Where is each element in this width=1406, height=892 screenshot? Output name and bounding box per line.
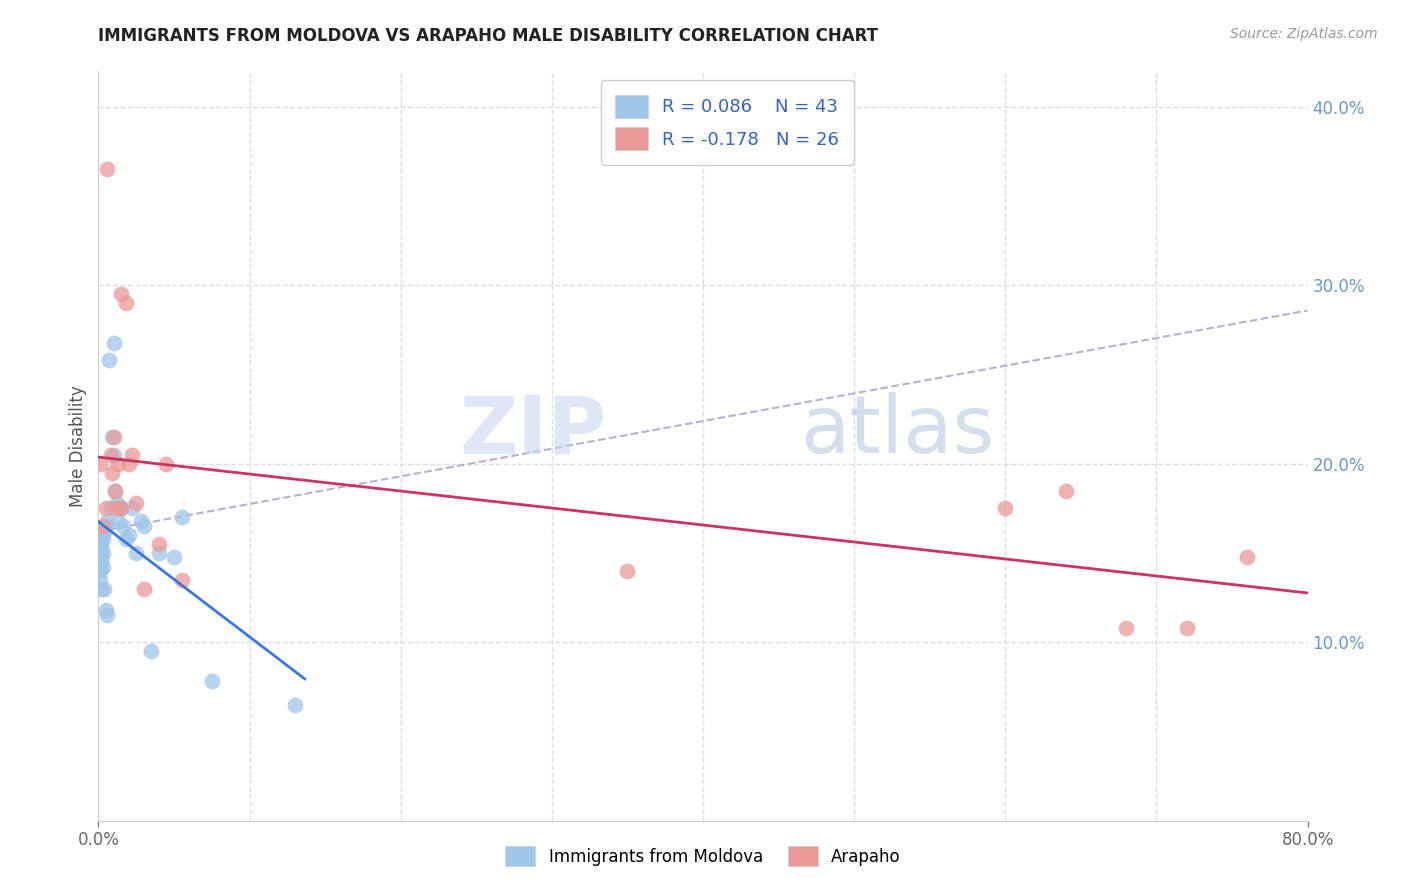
- Point: [170, 510, 193, 524]
- Point: [105, 496, 128, 510]
- Point: [101, 466, 124, 480]
- Point: [201, 674, 224, 689]
- Point: [91, 519, 114, 533]
- Point: [100, 448, 122, 462]
- Text: Source: ZipAtlas.com: Source: ZipAtlas.com: [1230, 27, 1378, 41]
- Point: [132, 519, 155, 533]
- Text: atlas: atlas: [800, 392, 994, 470]
- Point: [104, 483, 127, 498]
- Point: [1175, 621, 1198, 635]
- Text: IMMIGRANTS FROM MOLDOVA VS ARAPAHO MALE DISABILITY CORRELATION CHART: IMMIGRANTS FROM MOLDOVA VS ARAPAHO MALE …: [98, 27, 879, 45]
- Point: [111, 519, 134, 533]
- Point: [125, 496, 148, 510]
- Point: [91, 560, 114, 574]
- Point: [110, 501, 132, 516]
- Point: [170, 573, 193, 587]
- Point: [90, 532, 112, 546]
- Point: [103, 448, 125, 462]
- Point: [98, 353, 121, 368]
- Point: [1236, 549, 1258, 564]
- Point: [284, 698, 307, 712]
- Point: [100, 501, 122, 516]
- Point: [89, 564, 111, 578]
- Point: [107, 457, 129, 471]
- Point: [104, 483, 127, 498]
- Point: [148, 546, 170, 560]
- Point: [994, 501, 1017, 516]
- Point: [90, 582, 112, 596]
- Point: [132, 582, 155, 596]
- Point: [89, 573, 111, 587]
- Point: [110, 287, 132, 301]
- Point: [105, 501, 128, 516]
- Point: [1054, 483, 1077, 498]
- Point: [89, 555, 111, 569]
- Point: [91, 532, 114, 546]
- Point: [94, 501, 117, 516]
- Point: [125, 546, 148, 560]
- Point: [114, 296, 136, 310]
- Point: [94, 519, 117, 533]
- Point: [107, 514, 129, 528]
- Point: [114, 532, 136, 546]
- Point: [91, 546, 114, 560]
- Point: [103, 335, 125, 350]
- Point: [89, 457, 111, 471]
- Point: [89, 549, 111, 564]
- Point: [96, 514, 118, 528]
- Point: [141, 644, 163, 658]
- Point: [93, 582, 115, 596]
- Legend: R = 0.086    N = 43, R = -0.178   N = 26: R = 0.086 N = 43, R = -0.178 N = 26: [600, 80, 853, 165]
- Point: [110, 501, 132, 516]
- Point: [91, 524, 114, 539]
- Point: [90, 542, 112, 557]
- Point: [90, 537, 112, 551]
- Point: [148, 537, 170, 551]
- Point: [118, 457, 141, 471]
- Point: [121, 448, 143, 462]
- Text: ZIP: ZIP: [458, 392, 606, 470]
- Point: [96, 608, 118, 623]
- Point: [93, 524, 115, 539]
- Point: [101, 430, 124, 444]
- Point: [155, 457, 177, 471]
- Point: [163, 549, 186, 564]
- Legend: Immigrants from Moldova, Arapaho: Immigrants from Moldova, Arapaho: [496, 838, 910, 875]
- Point: [90, 549, 112, 564]
- Point: [90, 555, 112, 569]
- Point: [96, 162, 118, 177]
- Point: [616, 564, 638, 578]
- Point: [103, 430, 125, 444]
- Point: [121, 501, 143, 516]
- Point: [94, 603, 117, 617]
- Point: [129, 514, 152, 528]
- Point: [118, 528, 141, 542]
- Point: [89, 537, 111, 551]
- Y-axis label: Male Disability: Male Disability: [69, 385, 87, 507]
- Point: [1115, 621, 1137, 635]
